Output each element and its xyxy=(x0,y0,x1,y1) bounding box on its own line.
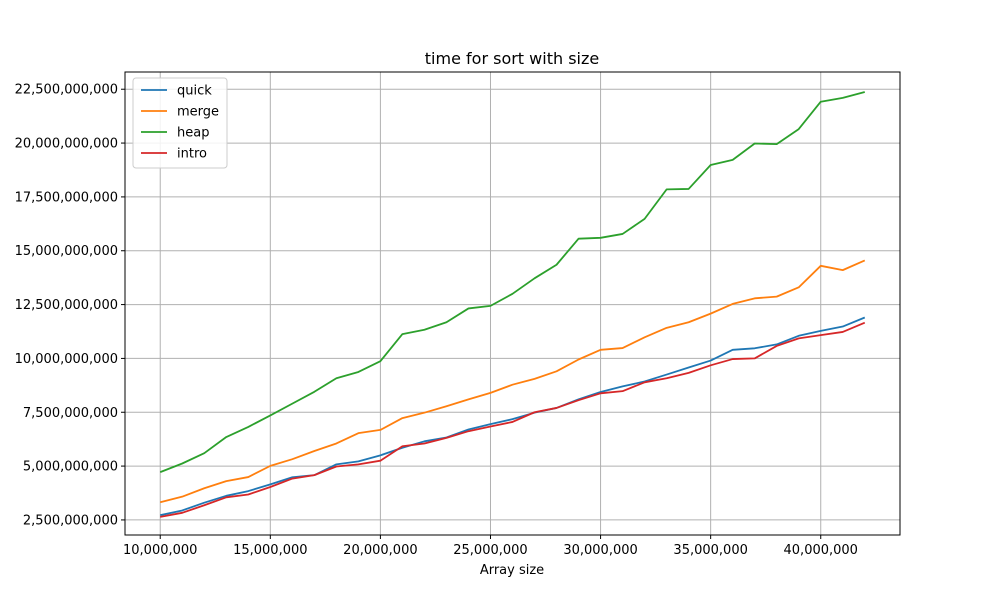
legend-label-merge: merge xyxy=(177,105,219,120)
y-tick-label: 22,500,000,000 xyxy=(15,83,118,98)
legend: quick merge heap intro xyxy=(132,77,228,169)
y-tick-label: 15,000,000,000 xyxy=(15,244,118,259)
series-line-quick xyxy=(160,316,866,517)
x-axis-label: Array size xyxy=(480,563,544,578)
series-line-intro xyxy=(160,321,866,518)
legend-label-heap: heap xyxy=(177,126,209,141)
legend-label-quick: quick xyxy=(177,84,212,99)
y-axis: 2,500,000,000 5,000,000,000 7,500,000,000 1… xyxy=(15,83,125,528)
y-tick-label: 7,500,000,000 xyxy=(23,406,118,421)
y-tick-label: 5,000,000,000 xyxy=(23,460,118,475)
x-tick-label: 20,000,000 xyxy=(343,543,417,558)
y-tick-label: 12,500,000,000 xyxy=(15,298,118,313)
y-tick-label: 10,000,000,000 xyxy=(15,352,118,367)
y-tick-label: 17,500,000,000 xyxy=(15,190,118,205)
series-lines xyxy=(159,91,866,518)
x-axis: 10,000,000 15,000,000 20,000,000 25,000,000… xyxy=(123,535,858,558)
x-tick-label: 35,000,000 xyxy=(673,543,747,558)
y-tick-label: 20,000,000,000 xyxy=(15,137,118,152)
x-tick-label: 15,000,000 xyxy=(233,543,307,558)
series-line-merge xyxy=(160,259,866,504)
plot-frame xyxy=(124,71,901,536)
y-tick-label: 2,500,000,000 xyxy=(23,513,118,528)
grid xyxy=(125,72,900,535)
x-tick-label: 25,000,000 xyxy=(453,543,527,558)
series-line-heap xyxy=(159,91,865,473)
x-tick-label: 10,000,000 xyxy=(123,543,197,558)
x-tick-label: 40,000,000 xyxy=(784,543,858,558)
legend-box xyxy=(132,77,228,169)
legend-label-intro: intro xyxy=(177,147,207,162)
x-tick-label: 30,000,000 xyxy=(563,543,637,558)
chart-title: time for sort with size xyxy=(425,49,599,68)
